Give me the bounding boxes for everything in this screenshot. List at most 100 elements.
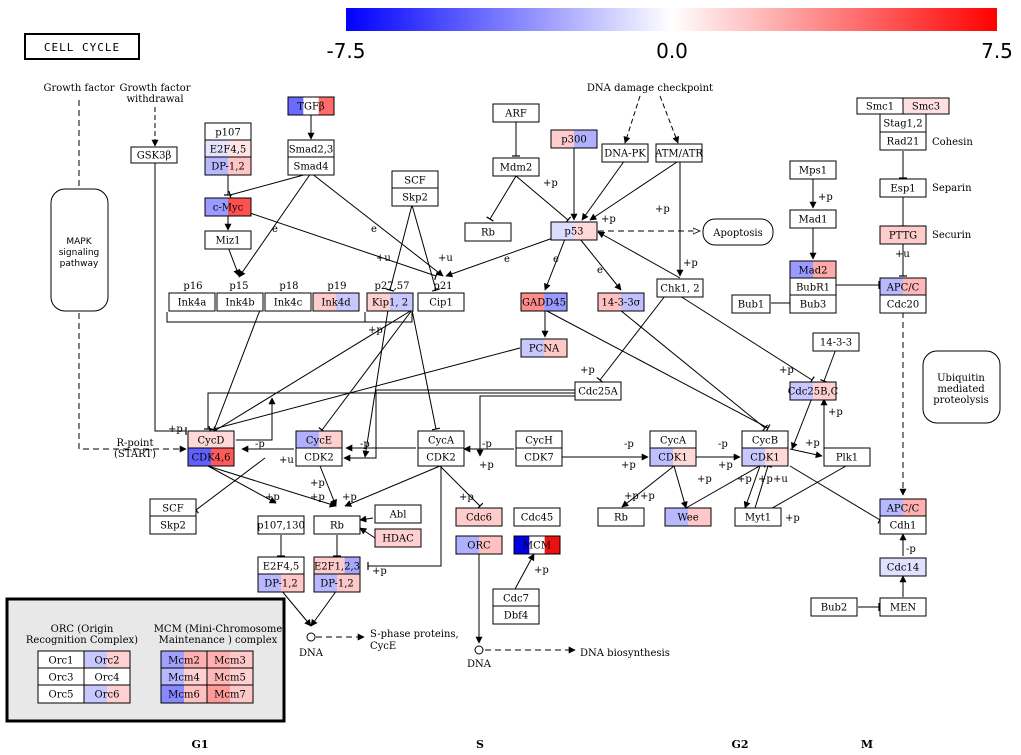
gene-cdc20[interactable]: Cdc20: [879, 294, 927, 314]
gene-mcm[interactable]: MCM: [513, 535, 561, 555]
gene-cdc25bc[interactable]: Cdc25B,C: [788, 381, 839, 401]
gene-kip12[interactable]: Kip1, 2: [366, 292, 414, 312]
gene-bub1[interactable]: Bub1: [731, 294, 771, 314]
gene-cdk7[interactable]: CDK7: [515, 447, 563, 467]
gene-cdk1_a[interactable]: CDK1: [649, 447, 697, 467]
gene-smc1[interactable]: Smc1: [856, 97, 904, 115]
gene-abl[interactable]: Abl: [374, 504, 422, 524]
gene-ink4a[interactable]: Ink4a: [168, 292, 216, 312]
gene-bubr1[interactable]: BubR1: [789, 277, 837, 297]
gene-rb_a[interactable]: Rb: [464, 222, 512, 242]
gene-smad23[interactable]: Smad2,3: [287, 139, 335, 159]
gene-cdc7[interactable]: Cdc7: [492, 588, 540, 608]
gene-cmyc[interactable]: c-Myc: [204, 197, 252, 217]
gene-e2f45_a[interactable]: E2F4,5: [204, 139, 252, 159]
gene-dp12_a[interactable]: DP-1,2: [204, 156, 252, 176]
gene-cip1[interactable]: Cip1: [417, 292, 465, 312]
gene-cdc6[interactable]: Cdc6: [455, 507, 503, 527]
gene-cycd[interactable]: CycD: [187, 430, 235, 450]
module-ubiquitin[interactable]: [922, 350, 1001, 424]
gene-p300[interactable]: p300: [550, 129, 598, 149]
gene-cdc45[interactable]: Cdc45: [513, 507, 561, 527]
gene-cych[interactable]: CycH: [515, 430, 563, 450]
gene-mcm6[interactable]: Mcm6: [160, 684, 208, 704]
gene-gsk3b[interactable]: GSK3β: [130, 146, 178, 164]
gene-ink4c-label: Ink4c: [274, 298, 303, 309]
gene-rad21[interactable]: Rad21: [879, 131, 927, 151]
gene-dnapk[interactable]: DNA-PK: [601, 143, 649, 163]
gene-orc6[interactable]: Orc6: [83, 684, 131, 704]
gene-e2f45_b[interactable]: E2F4,5: [257, 556, 305, 576]
module-mapk[interactable]: [50, 188, 109, 312]
gene-stag12[interactable]: Stag1,2: [879, 113, 927, 133]
gene-mcm3[interactable]: Mcm3: [206, 650, 254, 670]
gene-mcm2[interactable]: Mcm2: [160, 650, 208, 670]
gene-rb_b[interactable]: Rb: [313, 515, 361, 535]
gene-s1433s[interactable]: 14-3-3σ: [597, 292, 645, 312]
gene-tgfb[interactable]: TGFβ: [287, 96, 335, 116]
gene-pttg[interactable]: PTTG: [879, 225, 927, 245]
gene-mcm5[interactable]: Mcm5: [206, 667, 254, 687]
gene-cdc25a[interactable]: Cdc25A: [574, 381, 622, 401]
gene-smad4[interactable]: Smad4: [287, 156, 335, 176]
gene-orc4[interactable]: Orc4: [83, 667, 131, 687]
gene-orc3[interactable]: Orc3: [37, 667, 85, 687]
gene-orc2[interactable]: Orc2: [83, 650, 131, 670]
gene-wee[interactable]: Wee: [664, 507, 712, 527]
gene-bub2[interactable]: Bub2: [810, 597, 858, 617]
gene-cdk1_b[interactable]: CDK1: [741, 447, 789, 467]
gene-ink4c[interactable]: Ink4c: [264, 292, 312, 312]
gene-esp1[interactable]: Esp1: [879, 178, 927, 198]
gene-men[interactable]: MEN: [879, 597, 927, 617]
gene-cdk46[interactable]: CDK4,6: [187, 447, 235, 467]
gene-rb_c[interactable]: Rb: [597, 507, 645, 527]
gene-skp2_a[interactable]: Skp2: [391, 187, 439, 207]
ann-mdm2-p: +p: [543, 178, 558, 189]
gene-scf_b[interactable]: SCF: [149, 498, 197, 518]
gene-arf[interactable]: ARF: [492, 103, 540, 123]
gene-orc1[interactable]: Orc1: [37, 650, 85, 670]
gene-hdac[interactable]: HDAC: [374, 528, 422, 548]
gene-dbf4[interactable]: Dbf4: [492, 605, 540, 625]
module-apoptosis[interactable]: [702, 218, 774, 246]
gene-smc3[interactable]: Smc3: [902, 97, 950, 115]
gene-atmatr[interactable]: ATM/ATR: [654, 143, 703, 163]
gene-mps1[interactable]: Mps1: [789, 160, 837, 180]
gene-cdh1[interactable]: Cdh1: [879, 515, 927, 535]
gene-miz1[interactable]: Miz1: [204, 230, 252, 250]
gene-cyca_b[interactable]: CycA: [649, 430, 697, 450]
gene-cycb[interactable]: CycB: [741, 430, 789, 450]
gene-apcc_b[interactable]: APC/C: [879, 498, 927, 518]
gene-p107130[interactable]: p107,130: [257, 515, 305, 535]
gene-gadd45[interactable]: GADD45: [520, 292, 568, 312]
gene-cdk2_a[interactable]: CDK2: [295, 447, 343, 467]
gene-cdk2_b[interactable]: CDK2: [417, 447, 465, 467]
gene-mad1[interactable]: Mad1: [789, 209, 837, 229]
gene-chk12[interactable]: Chk1, 2: [656, 278, 704, 298]
gene-orc5[interactable]: Orc5: [37, 684, 85, 704]
gene-skp2_b[interactable]: Skp2: [149, 515, 197, 535]
gene-scf_a[interactable]: SCF: [391, 170, 439, 190]
gene-s1433[interactable]: 14-3-3: [812, 332, 860, 352]
gene-myt1[interactable]: Myt1: [734, 507, 782, 527]
gene-ink4d[interactable]: Ink4d: [312, 292, 360, 312]
gene-p107[interactable]: p107: [204, 122, 252, 142]
gene-ink4b[interactable]: Ink4b: [216, 292, 264, 312]
gene-mad2[interactable]: Mad2: [789, 260, 837, 280]
gene-cyca_a[interactable]: CycA: [417, 430, 465, 450]
gene-plk1[interactable]: Plk1: [823, 447, 871, 467]
gene-cyce[interactable]: CycE: [295, 430, 343, 450]
gene-e2f123[interactable]: E2F1,2,3: [313, 556, 361, 576]
gene-apcc_a[interactable]: APC/C: [879, 277, 927, 297]
gene-p53[interactable]: p53: [550, 221, 598, 241]
gene-cdc14[interactable]: Cdc14: [879, 557, 927, 577]
gene-mcm4[interactable]: Mcm4: [160, 667, 208, 687]
gene-bub3[interactable]: Bub3: [789, 294, 837, 314]
gene-p300-border: [550, 129, 598, 149]
gene-pcna[interactable]: PCNA: [520, 338, 568, 358]
gene-dp12_b[interactable]: DP-1,2: [257, 573, 305, 593]
gene-dp12_c[interactable]: DP-1,2: [313, 573, 361, 593]
gene-mdm2[interactable]: Mdm2: [492, 157, 540, 177]
gene-mcm7[interactable]: Mcm7: [206, 684, 254, 704]
gene-orc[interactable]: ORC: [455, 535, 503, 555]
